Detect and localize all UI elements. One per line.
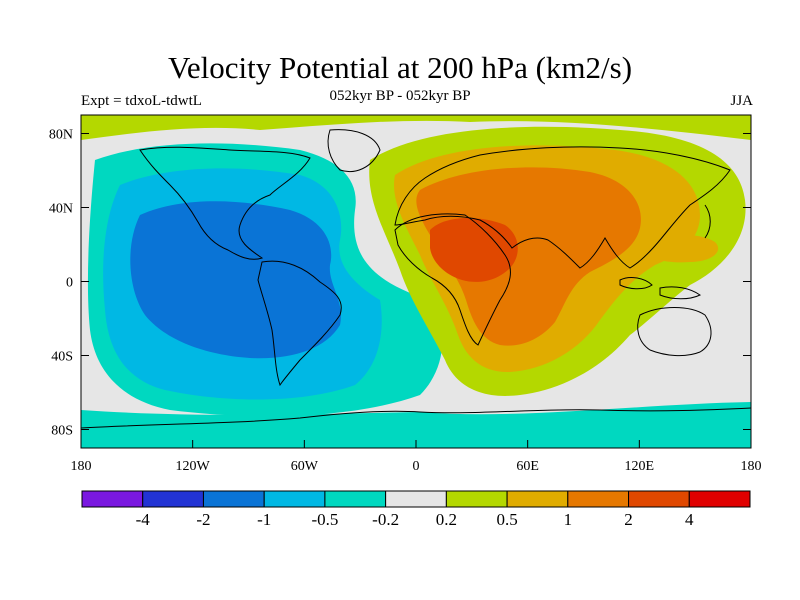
x-tick-label: 180 (71, 459, 92, 474)
colorbar-swatch (385, 490, 447, 508)
strong-negative-region (130, 201, 341, 359)
colorbar-swatch (628, 490, 690, 508)
season-label: JJA (730, 93, 753, 109)
south-america-coast (257, 260, 342, 387)
x-tick-label: 0 (413, 459, 420, 474)
colorbar-swatch (202, 490, 265, 508)
greenland-coast (327, 129, 381, 173)
colorbar-label: 0.5 (496, 510, 517, 529)
colorbar-label: -4 (136, 510, 151, 529)
north-america-coast (139, 146, 311, 260)
indonesia-coast (619, 277, 653, 290)
africa-coast (394, 213, 511, 346)
y-axis-ticks: 80N 40N 0 40S 80S (49, 128, 751, 439)
antarctica-coast (81, 407, 751, 429)
y-tick-label: 80N (49, 128, 73, 143)
colorbar-label: -2 (196, 510, 210, 529)
colorbar-swatch (324, 490, 387, 508)
y-tick-label: 0 (66, 276, 73, 291)
japan-coast (704, 204, 711, 239)
colorbar-label: 1 (564, 510, 573, 529)
y-tick-label: 40S (51, 350, 73, 365)
colorbar-swatch (142, 490, 204, 508)
colorbar-swatch (688, 490, 751, 508)
eurasia-coast (394, 146, 731, 269)
colorbar-swatch (445, 490, 508, 508)
colorbar-label: 0.2 (436, 510, 457, 529)
experiment-label: Expt = tdxoL-tdwtL (81, 93, 202, 109)
colorbar-swatch (567, 490, 630, 508)
colorbar-label: 2 (624, 510, 633, 529)
colorbar-label: -0.5 (311, 510, 338, 529)
x-tick-label: 180 (741, 459, 762, 474)
colorbar-label: 4 (685, 510, 694, 529)
south-weak-negative-region (81, 402, 751, 448)
colorbar-swatch (81, 490, 144, 508)
contour-fill-layer (81, 115, 751, 448)
colorbar-label: -0.2 (372, 510, 399, 529)
x-tick-label: 120W (176, 459, 211, 474)
strong-positive-region (416, 167, 641, 346)
y-tick-label: 80S (51, 424, 73, 439)
y-tick-label: 40N (49, 202, 73, 217)
x-axis-ticks: 180 120W 60W 0 60E 120E 180 (71, 440, 762, 474)
new-guinea-coast (659, 286, 701, 300)
x-tick-label: 120E (625, 459, 655, 474)
colorbar-label: -1 (257, 510, 271, 529)
colorbar: -4 -2 -1 -0.5 -0.2 0.2 0.5 1 2 4 (81, 490, 751, 529)
coastlines (81, 129, 751, 429)
x-tick-label: 60W (291, 459, 319, 474)
colorbar-swatch (263, 490, 326, 508)
peak-positive-region (430, 218, 518, 282)
australia-coast (637, 307, 712, 357)
map-title: Velocity Potential at 200 hPa (km2/s) (167, 50, 633, 85)
map-subtitle: 052kyr BP - 052kyr BP (329, 88, 471, 104)
north-weak-positive-region (81, 115, 751, 140)
colorbar-swatch (506, 490, 569, 508)
x-tick-label: 60E (516, 459, 539, 474)
